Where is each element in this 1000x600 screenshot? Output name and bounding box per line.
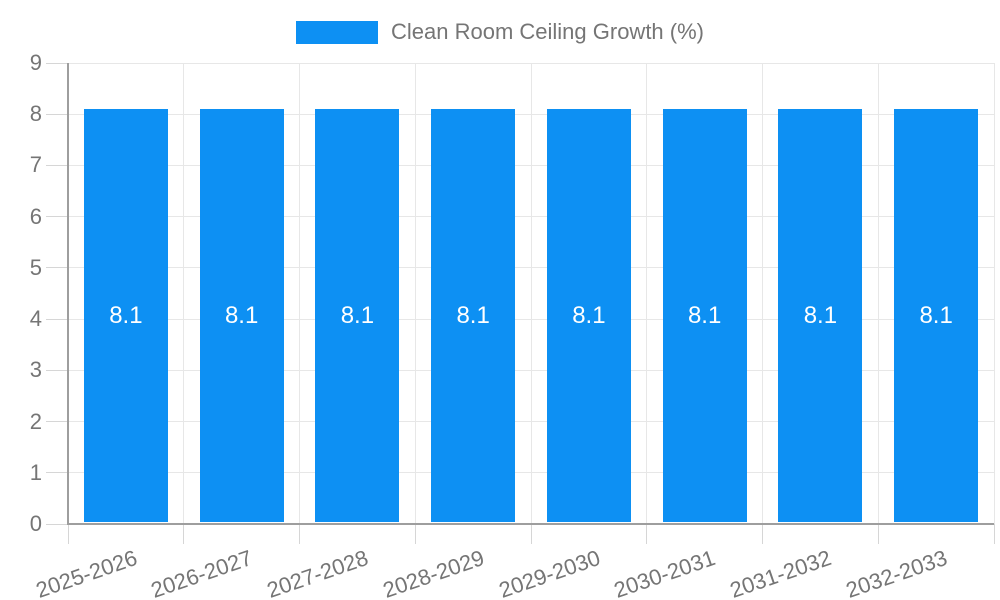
v-gridline bbox=[993, 63, 995, 524]
y-axis-tick-label: 8 bbox=[29, 101, 42, 127]
y-axis-tick bbox=[46, 62, 68, 64]
bar[interactable]: 8.1 bbox=[83, 109, 168, 523]
y-axis-tick-label: 7 bbox=[29, 152, 42, 178]
x-axis-tick bbox=[414, 524, 416, 544]
y-axis-tick bbox=[46, 369, 68, 371]
y-axis-tick bbox=[46, 216, 68, 218]
x-axis-tick-label: 2030-2031 bbox=[611, 545, 719, 600]
v-gridline bbox=[530, 63, 532, 524]
x-axis-tick bbox=[299, 524, 300, 544]
y-axis-tick-label: 9 bbox=[29, 50, 42, 75]
x-axis-tick-label: 2031-2032 bbox=[726, 545, 835, 600]
x-axis-tick-label: 2032-2033 bbox=[842, 545, 951, 600]
bar[interactable]: 8.1 bbox=[546, 109, 631, 523]
x-axis-tick bbox=[993, 524, 995, 544]
bar-value-label: 8.1 bbox=[224, 301, 259, 329]
y-axis-tick bbox=[46, 421, 68, 423]
x-axis-tick bbox=[762, 524, 763, 544]
y-axis-tick-label: 3 bbox=[29, 357, 42, 383]
legend-swatch bbox=[296, 20, 378, 44]
x-axis-tick bbox=[67, 524, 69, 544]
bar[interactable]: 8.1 bbox=[431, 109, 516, 523]
y-axis-tick bbox=[46, 523, 68, 525]
bar-value-label: 8.1 bbox=[572, 301, 606, 329]
x-axis-tick bbox=[530, 524, 532, 544]
x-axis-tick bbox=[183, 524, 185, 544]
y-axis-tick bbox=[46, 164, 68, 166]
bar-value-label: 8.1 bbox=[456, 301, 490, 329]
bar[interactable]: 8.1 bbox=[778, 109, 863, 523]
bar[interactable]: 8.1 bbox=[199, 109, 284, 523]
x-axis-tick-label: 2028-2029 bbox=[379, 545, 488, 600]
bar-value-label: 8.1 bbox=[803, 301, 838, 329]
bar[interactable]: 8.1 bbox=[662, 109, 747, 523]
legend-title: Clean Room Ceiling Growth (%) bbox=[391, 19, 704, 44]
x-axis-tick bbox=[646, 524, 648, 544]
x-axis-tick-label: 2026-2027 bbox=[148, 545, 256, 600]
y-axis-tick bbox=[46, 472, 68, 474]
y-axis-tick bbox=[46, 267, 68, 269]
bar[interactable]: 8.1 bbox=[894, 109, 979, 523]
bar-value-label: 8.1 bbox=[340, 301, 375, 329]
v-gridline bbox=[877, 63, 879, 524]
bar-value-label: 8.1 bbox=[109, 301, 143, 329]
x-axis-tick-label: 2027-2028 bbox=[263, 545, 372, 600]
y-axis-tick-label: 0 bbox=[29, 511, 42, 536]
bar-value-label: 8.1 bbox=[919, 301, 953, 329]
y-axis-tick-label: 2 bbox=[29, 408, 42, 434]
x-axis-line bbox=[67, 523, 994, 525]
y-axis-tick-label: 1 bbox=[29, 459, 42, 485]
v-gridline bbox=[414, 63, 416, 524]
y-axis-tick bbox=[46, 318, 68, 320]
v-gridline bbox=[299, 63, 300, 524]
x-axis-tick bbox=[877, 524, 879, 544]
y-axis-tick-label: 4 bbox=[29, 306, 42, 332]
v-gridline bbox=[183, 63, 185, 524]
bar-value-label: 8.1 bbox=[687, 301, 722, 329]
y-axis-tick bbox=[46, 113, 68, 115]
bar[interactable]: 8.1 bbox=[315, 109, 400, 523]
y-axis-tick-label: 5 bbox=[29, 254, 42, 280]
chart-legend: Clean Room Ceiling Growth (%) bbox=[0, 19, 1000, 45]
x-axis-tick-label: 2025-2026 bbox=[32, 545, 141, 600]
y-axis-line bbox=[67, 63, 69, 524]
x-axis-tick-label: 2029-2030 bbox=[495, 545, 604, 600]
v-gridline bbox=[762, 63, 763, 524]
y-axis-tick-label: 6 bbox=[29, 203, 42, 229]
v-gridline bbox=[646, 63, 648, 524]
